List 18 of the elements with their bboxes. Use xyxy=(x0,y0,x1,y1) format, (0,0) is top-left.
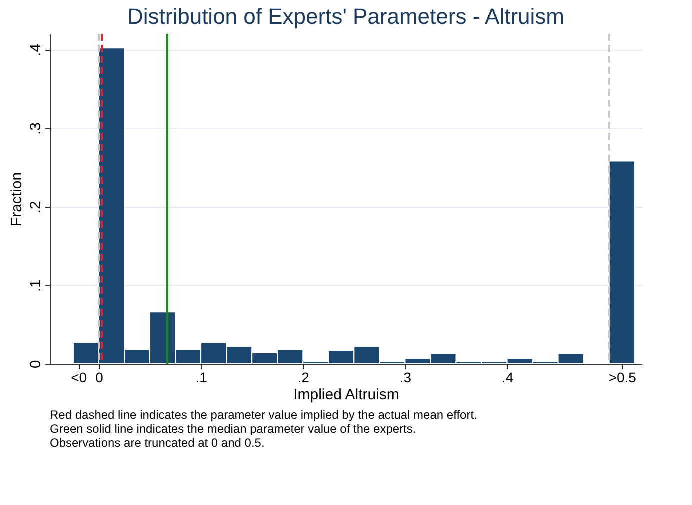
x-tick-label: .2 xyxy=(298,370,310,386)
y-axis-title: Fraction xyxy=(8,172,26,227)
x-tick-label: >0.5 xyxy=(608,370,637,386)
text: Red dashed line indicates the parameter value implied by the actual mean effort. xyxy=(50,408,478,422)
x-axis-title: Implied Altruism xyxy=(294,386,400,404)
y-tick-label: .2 xyxy=(28,201,44,214)
y-tick-label: .3 xyxy=(28,122,44,136)
x-tick-label: <0 xyxy=(71,370,88,386)
x-tick-label: .3 xyxy=(400,370,412,386)
x-tick-label: .4 xyxy=(502,370,514,386)
y-tick-label: .1 xyxy=(28,280,44,292)
x-tick-label: .1 xyxy=(196,370,208,386)
chart-title: Distribution of Experts' Parameters - Altruism xyxy=(127,4,565,29)
x-tick-label: 0 xyxy=(96,370,104,386)
text: Green solid line indicates the median parameter value of the experts. xyxy=(50,422,416,436)
text: Observations are truncated at 0 and 0.5. xyxy=(50,436,265,450)
y-tick-label: 0 xyxy=(28,360,44,369)
y-tick-label: .4 xyxy=(28,44,44,56)
